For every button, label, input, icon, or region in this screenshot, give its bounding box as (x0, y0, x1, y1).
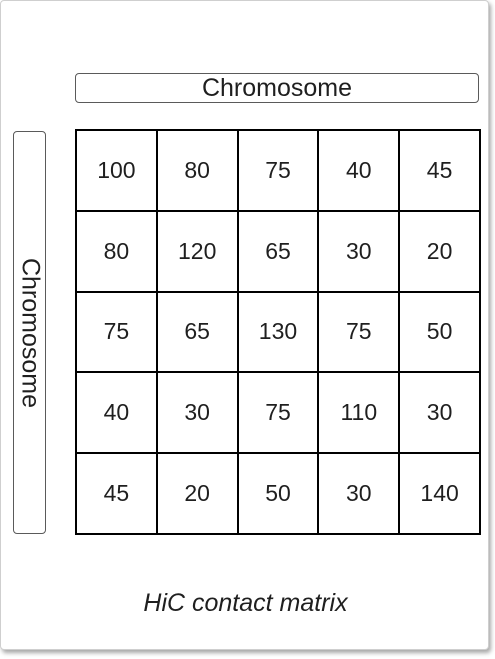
matrix-cell: 130 (237, 291, 319, 373)
matrix-cell: 50 (237, 453, 319, 534)
matrix-cell: 45 (76, 453, 157, 534)
matrix-cell: 30 (399, 372, 480, 454)
figure-caption: HiC contact matrix (143, 589, 348, 617)
column-axis-label-text: Chromosome (201, 73, 353, 102)
matrix-cell: 30 (318, 453, 400, 534)
matrix-cell: 75 (237, 130, 319, 211)
matrix-cell: 40 (318, 130, 400, 211)
contact-matrix: 100 80 75 40 45 80 120 65 30 20 75 65 13… (75, 129, 481, 535)
matrix-cell: 80 (156, 130, 238, 211)
matrix-cell: 75 (318, 291, 400, 373)
matrix-cell: 75 (76, 291, 157, 373)
matrix-cell: 30 (318, 210, 400, 292)
matrix-cell: 50 (399, 291, 480, 373)
matrix-cell: 30 (156, 372, 238, 454)
matrix-cell: 45 (399, 130, 480, 211)
matrix-cell: 20 (156, 453, 238, 534)
matrix-cell: 110 (318, 372, 400, 454)
matrix-cell: 80 (76, 210, 157, 292)
figure-frame: Chromosome Chromosome 100 80 75 40 45 80… (0, 0, 489, 650)
column-axis-label: Chromosome (75, 73, 479, 103)
matrix-cell: 100 (76, 130, 157, 211)
row-axis-label: Chromosome (13, 131, 46, 534)
row-axis-label-text: Chromosome (16, 257, 44, 408)
matrix-cell: 65 (156, 291, 238, 373)
matrix-cell: 65 (237, 210, 319, 292)
matrix-cell: 40 (76, 372, 157, 454)
matrix-cell: 140 (399, 453, 480, 534)
matrix-cell: 75 (237, 372, 319, 454)
matrix-cell: 120 (156, 210, 238, 292)
matrix-cell: 20 (399, 210, 480, 292)
